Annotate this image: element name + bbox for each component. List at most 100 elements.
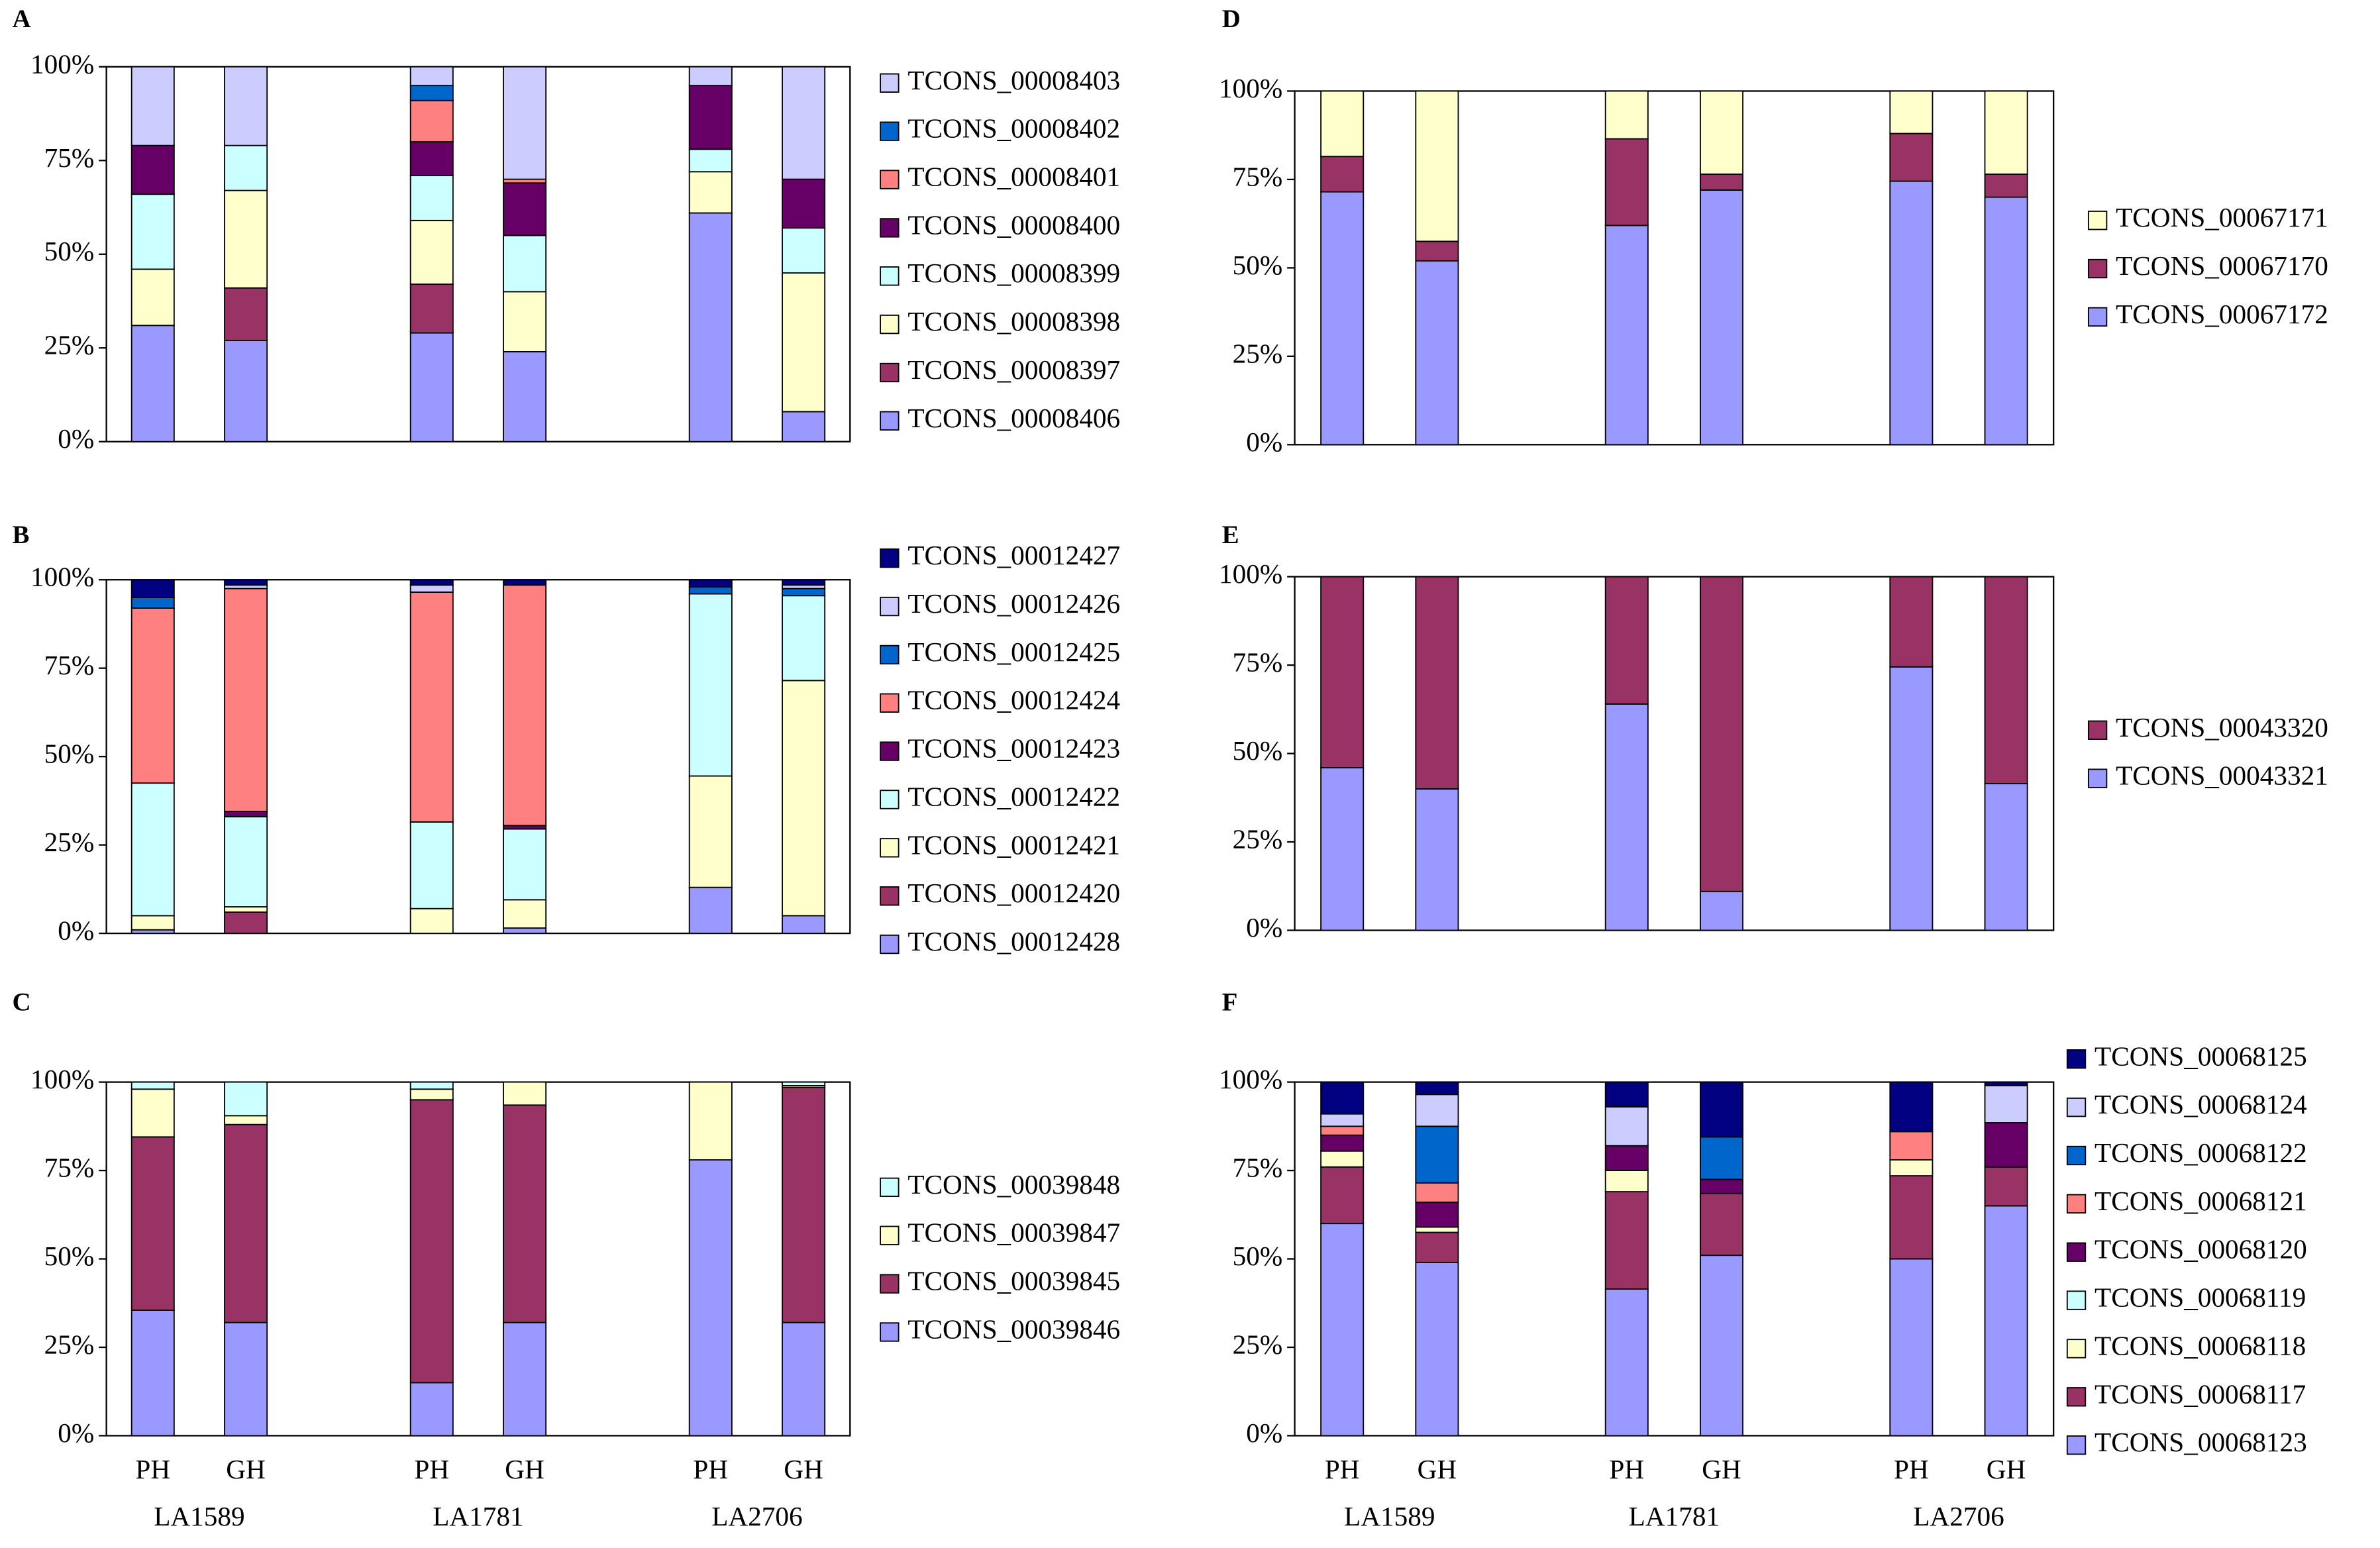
legend-label: TCONS_00039848: [907, 1169, 1120, 1200]
y-tick-label: 25%: [1233, 1329, 1283, 1359]
bar-segment: [409, 1099, 454, 1384]
y-tick-label: 0%: [58, 423, 94, 454]
legend-label: TCONS_00068117: [2095, 1378, 2306, 1409]
y-tick-label: 100%: [30, 48, 94, 79]
y-tick-label: 100%: [30, 562, 94, 592]
y-tick-label: 50%: [44, 236, 95, 266]
legend-label: TCONS_00043321: [2116, 760, 2328, 791]
bar-segment: [1320, 156, 1365, 193]
bar-segment: [688, 586, 733, 595]
y-tick-label: 100%: [1219, 73, 1282, 103]
bar-segment: [782, 579, 826, 586]
bar-segment: [130, 597, 175, 609]
bar-segment: [130, 579, 175, 598]
legend-swatch: [2066, 1339, 2087, 1359]
plot-frame: [1294, 90, 2055, 446]
bar-segment: [130, 1081, 175, 1090]
bar-segment: [1984, 576, 2028, 784]
bar-segment: [1604, 1106, 1649, 1147]
bar-segment: [688, 66, 733, 87]
bar-segment: [1984, 783, 2028, 931]
legend-label: TCONS_00068118: [2095, 1330, 2306, 1361]
bar-segment: [224, 1123, 268, 1323]
group-label: LA1781: [433, 1501, 523, 1531]
legend-swatch: [880, 645, 900, 665]
bar-segment: [224, 189, 268, 289]
group-label: LA1781: [1629, 1501, 1720, 1531]
legend-label: TCONS_00068120: [2095, 1234, 2307, 1264]
legend-swatch: [880, 1274, 900, 1294]
y-tick-label: 0%: [1246, 427, 1282, 457]
y-tick-label: 50%: [1233, 1241, 1283, 1271]
y-tick-label: 0%: [58, 915, 94, 946]
legend-label: TCONS_00008400: [907, 209, 1120, 240]
bar-segment: [1699, 1255, 1743, 1437]
bar-segment: [409, 141, 454, 176]
legend-label: TCONS_00008402: [907, 113, 1120, 144]
legend-label: TCONS_00012426: [907, 588, 1120, 619]
y-tick-label: 100%: [30, 1064, 94, 1094]
bar-segment: [503, 828, 547, 901]
bar-segment: [782, 411, 826, 442]
bar-segment: [1320, 1125, 1365, 1136]
bar-segment: [224, 911, 268, 934]
bar-segment: [1415, 788, 1459, 931]
bar-segment: [1415, 1182, 1459, 1204]
bar-segment: [1320, 1223, 1365, 1437]
legend-label: TCONS_00008398: [907, 306, 1120, 336]
legend-label: TCONS_00012427: [907, 540, 1120, 570]
bar-segment: [409, 99, 454, 142]
bar-segment: [1604, 1170, 1649, 1193]
bar-segment: [1415, 1261, 1459, 1437]
bar-segment: [130, 1310, 175, 1437]
bar-segment: [1320, 1134, 1365, 1152]
bar-segment: [503, 579, 547, 586]
group-label: LA2706: [1913, 1501, 2004, 1531]
bar-segment: [1415, 1226, 1459, 1233]
bar-segment: [409, 1382, 454, 1437]
y-tick-label: 25%: [1233, 823, 1283, 854]
bar-segment: [224, 906, 268, 913]
bar-segment: [782, 1081, 826, 1086]
bar-segment: [688, 775, 733, 888]
x-tick-label: GH: [784, 1454, 823, 1484]
legend-swatch: [2066, 1194, 2087, 1214]
bar-segment: [409, 284, 454, 334]
y-tick-label: 75%: [1233, 161, 1283, 191]
bar-segment: [224, 66, 268, 146]
bar-segment: [503, 234, 547, 293]
plot-frame: [105, 66, 851, 442]
group-label: LA1589: [1344, 1501, 1435, 1531]
y-tick-label: 75%: [44, 1153, 95, 1183]
legend-label: TCONS_00068121: [2095, 1186, 2307, 1216]
bar-segment: [1699, 90, 1743, 175]
bar-segment: [782, 1321, 826, 1437]
legend-swatch: [2066, 1290, 2087, 1310]
bar-segment: [1699, 1178, 1743, 1194]
bar-segment: [1889, 180, 1934, 446]
y-tick-label: 25%: [1233, 338, 1283, 368]
legend-label: TCONS_00008399: [907, 258, 1120, 288]
bar-segment: [1320, 191, 1365, 446]
legend-label: TCONS_00068122: [2095, 1137, 2307, 1168]
y-tick-label: 50%: [1233, 250, 1283, 280]
bar-segment: [1320, 1150, 1365, 1168]
bar-segment: [1415, 260, 1459, 446]
bar-segment: [409, 85, 454, 101]
x-tick-label: PH: [414, 1454, 449, 1484]
bar-segment: [782, 66, 826, 180]
bar-segment: [782, 915, 826, 934]
bar-segment: [782, 178, 826, 229]
y-tick-label: 25%: [44, 1329, 95, 1359]
bar-segment: [503, 66, 547, 180]
bar-segment: [130, 782, 175, 917]
bar-segment: [409, 907, 454, 934]
bar-segment: [1699, 174, 1743, 191]
bar-segment: [1415, 1094, 1459, 1127]
bar-segment: [688, 579, 733, 588]
bar-segment: [1604, 576, 1649, 705]
bar-segment: [1889, 1159, 1934, 1176]
bar-segment: [503, 899, 547, 929]
bar-segment: [1984, 1081, 2028, 1086]
bar-segment: [224, 1081, 268, 1117]
